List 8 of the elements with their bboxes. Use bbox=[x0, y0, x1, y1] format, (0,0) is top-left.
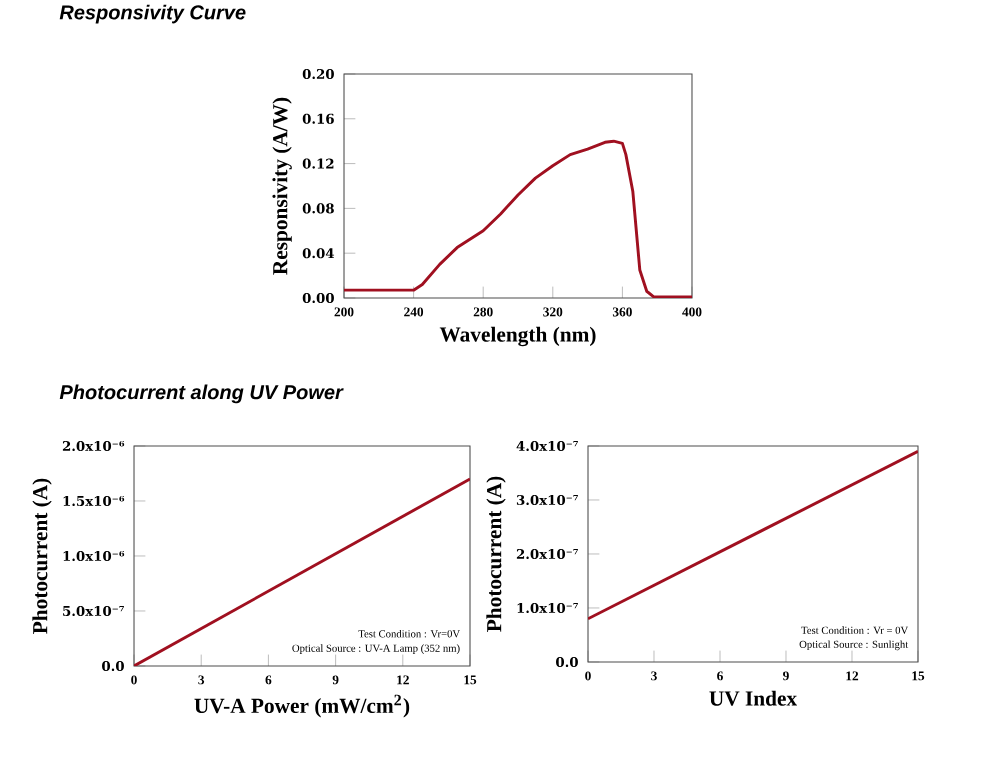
y-axis-title: Responsivity (A/W) bbox=[272, 97, 292, 275]
y-axis-title: Photocurrent (A) bbox=[32, 478, 52, 634]
text: Responsivity Curve bbox=[59, 4, 246, 24]
x-axis-title: UV Index bbox=[709, 690, 797, 706]
y-axis-title: Photocurrent (A) bbox=[486, 476, 506, 632]
x-axis-title: UV-A Power (mW/cm$^{2}$) bbox=[194, 694, 410, 718]
x-axis-title: Wavelength (nm) bbox=[439, 326, 596, 347]
chart-title: Photocurrent along UV Power bbox=[59, 384, 344, 404]
